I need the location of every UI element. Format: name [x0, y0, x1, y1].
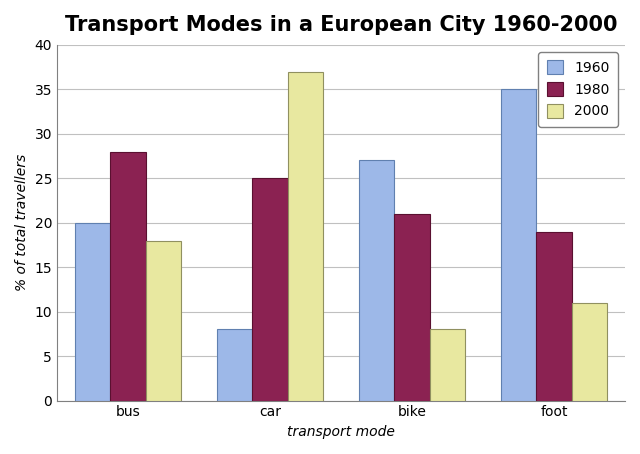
Legend: 1960, 1980, 2000: 1960, 1980, 2000: [538, 52, 618, 127]
Bar: [252, 178, 288, 400]
Title: Transport Modes in a European City 1960-2000: Transport Modes in a European City 1960-…: [65, 15, 617, 35]
Y-axis label: % of total travellers: % of total travellers: [15, 154, 29, 291]
Bar: [394, 214, 430, 400]
Bar: [536, 232, 572, 400]
Bar: [572, 303, 607, 400]
Bar: [75, 223, 110, 400]
Bar: [288, 72, 323, 400]
Bar: [217, 330, 252, 400]
Bar: [430, 330, 465, 400]
X-axis label: transport mode: transport mode: [287, 425, 395, 439]
Bar: [500, 89, 536, 400]
Bar: [146, 241, 181, 400]
Bar: [110, 152, 146, 400]
Bar: [359, 161, 394, 400]
